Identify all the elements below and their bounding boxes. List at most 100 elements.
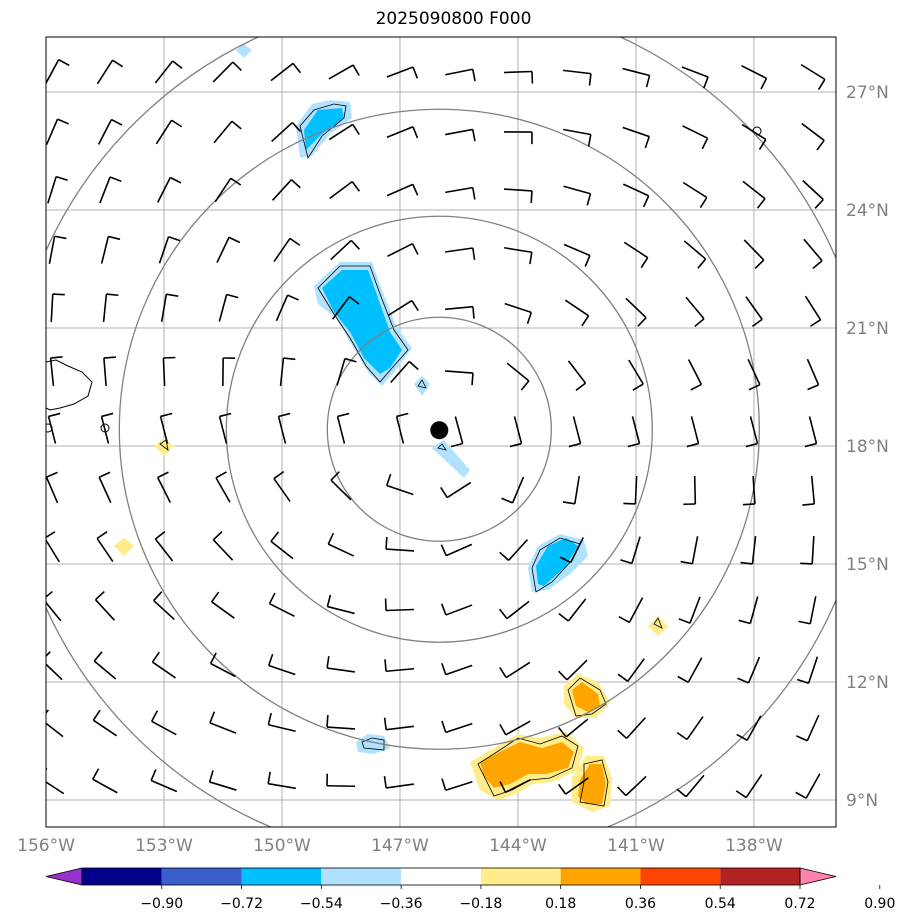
wind-barb — [798, 596, 817, 625]
negative-region — [236, 44, 252, 58]
wind-barb — [208, 770, 237, 791]
wind-barb — [384, 598, 415, 612]
latitude-label: 21°N — [846, 319, 889, 339]
colorbar-segment — [321, 868, 402, 885]
wind-barb — [103, 356, 116, 387]
colorbar-tick-label: 0.72 — [784, 896, 815, 912]
wind-barb — [98, 471, 112, 504]
wind-barb — [271, 122, 302, 142]
contour-line — [437, 443, 447, 451]
wind-barb — [395, 412, 409, 444]
wind-barb — [94, 590, 116, 621]
negative-region — [432, 440, 470, 478]
wind-barb — [745, 296, 763, 328]
wind-barb — [445, 128, 476, 142]
wind-barb — [96, 531, 114, 563]
latitude-label: 27°N — [846, 83, 889, 103]
wind-barb — [617, 775, 647, 797]
wind-barb — [796, 656, 819, 685]
positive-region — [480, 742, 574, 788]
wind-barb — [46, 709, 64, 738]
positive-region — [578, 764, 606, 804]
wind-barb — [685, 296, 705, 328]
contour-line — [417, 379, 427, 389]
wind-barb — [559, 537, 584, 564]
wind-barb — [747, 358, 761, 391]
wind-barb — [562, 476, 580, 505]
wind-barb — [440, 603, 473, 616]
shaded-regions — [114, 44, 668, 812]
wind-barb — [444, 305, 475, 319]
colorbar-tick-label: 0.36 — [625, 896, 656, 912]
colorbar-tick-label: 0.54 — [705, 896, 736, 912]
contour-line — [317, 265, 409, 383]
wind-barb — [222, 357, 236, 387]
wind-barb — [499, 539, 529, 561]
wind-barb — [267, 653, 296, 676]
map-frame — [45, 36, 837, 828]
wind-barb — [617, 658, 645, 682]
wind-barb — [218, 293, 239, 322]
wind-barb — [622, 67, 651, 88]
wind-barb — [96, 59, 124, 85]
longitude-label: 141°W — [607, 836, 665, 856]
wind-barb — [158, 235, 181, 264]
wind-barb — [445, 186, 476, 200]
wind-barb — [49, 356, 63, 387]
wind-barb — [499, 661, 531, 679]
wind-barb — [326, 594, 355, 615]
wind-barb — [214, 177, 242, 203]
wind-barb — [683, 240, 707, 269]
colorbar-extend-high — [799, 867, 837, 886]
wind-barb — [154, 530, 174, 562]
wind-barb — [97, 118, 123, 145]
map-body — [46, 37, 836, 827]
negative-region — [356, 734, 390, 754]
wind-barb — [336, 412, 350, 444]
latitude-labels: 27°N 24°N 21°N 18°N 15°N 12°N 9°N — [846, 83, 889, 811]
wind-barb — [441, 662, 473, 676]
map-title: 2025090800 F000 — [375, 9, 532, 29]
wind-barb — [100, 235, 121, 264]
wind-barb — [737, 656, 761, 684]
wind-barb — [273, 237, 301, 262]
wind-barb — [499, 778, 531, 794]
wind-barb — [741, 64, 768, 90]
wind-barb — [445, 247, 476, 261]
wind-barb — [557, 777, 589, 795]
wind-barb — [92, 709, 118, 737]
wind-barb — [100, 412, 114, 444]
wind-barb — [154, 60, 183, 84]
range-ring — [326, 316, 552, 542]
wind-barb — [681, 66, 709, 89]
wind-barb — [212, 61, 242, 83]
wind-barb — [800, 63, 826, 90]
wind-barb — [506, 362, 530, 391]
wind-barb — [327, 532, 355, 557]
positive-region — [572, 682, 600, 712]
colorbar-tick-label: −0.18 — [459, 896, 502, 912]
wind-barb — [386, 66, 419, 79]
colorbar-tick-label: 0.18 — [545, 896, 576, 912]
negative-region — [414, 376, 430, 396]
wind-barb — [563, 69, 592, 86]
colorbar-tick-label: −0.54 — [300, 896, 343, 912]
wind-barb — [383, 717, 414, 731]
wind-barb — [742, 475, 756, 506]
wind-barb — [564, 299, 590, 327]
latitude-label: 15°N — [846, 555, 889, 575]
colorbar-segment — [560, 868, 641, 885]
wind-barb — [275, 294, 299, 322]
colorbar-extend-low — [45, 867, 83, 886]
wind-barb — [330, 239, 361, 261]
longitude-label: 147°W — [371, 836, 429, 856]
wind-barb — [270, 62, 302, 82]
wind-barb — [801, 122, 825, 151]
wind-barb — [440, 543, 473, 557]
wind-barb — [441, 720, 473, 734]
wind-barb — [450, 416, 464, 448]
longitude-label: 138°W — [725, 836, 783, 856]
wind-barb — [563, 243, 591, 267]
wind-barb — [102, 293, 119, 323]
wind-barb — [326, 715, 356, 730]
